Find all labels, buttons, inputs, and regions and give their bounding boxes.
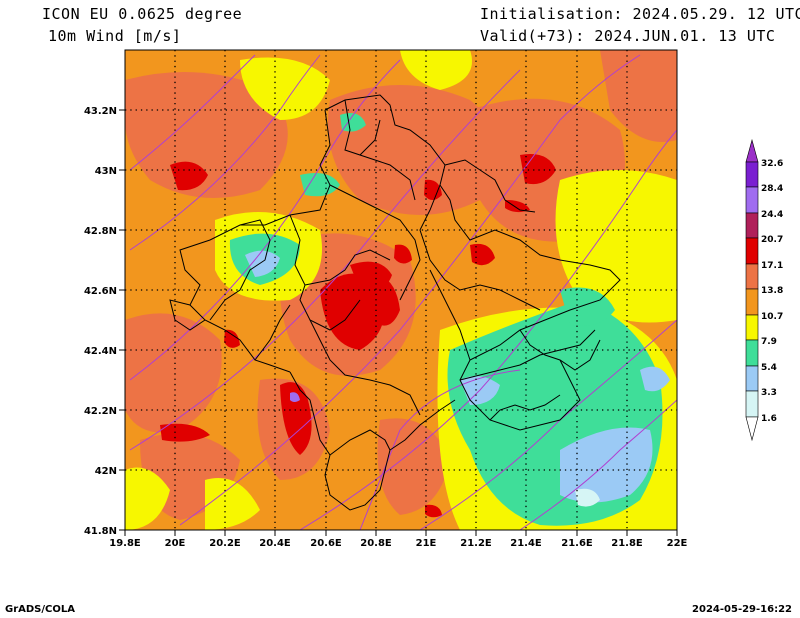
lat-label: 42.4N [84,346,117,357]
lon-label: 20.6E [310,538,342,549]
legend-label: 24.4 [761,210,783,220]
model-title: ICON EU 0.0625 degree [42,5,243,23]
lon-label: 20E [165,538,186,549]
legend-swatch [745,161,759,188]
legend-swatch [745,186,759,214]
init-time: Initialisation: 2024.05.29. 12 UTC [480,5,800,23]
lon-label: 21E [416,538,437,549]
lat-label: 41.8N [84,526,117,537]
lat-label: 42.2N [84,406,117,417]
legend-swatch [745,365,759,392]
border-lines [169,94,621,511]
lon-label: 21.6E [561,538,593,549]
legend-label: 1.6 [761,414,777,424]
legend-swatch [745,212,759,239]
legend-swatch [745,263,759,290]
lon-label: 21.4E [510,538,542,549]
variable-title: 10m Wind [m/s] [48,27,182,45]
lat-label: 43.2N [84,106,117,117]
legend-label: 7.9 [761,337,777,347]
legend-label: 32.6 [761,159,783,169]
legend-label: 3.3 [761,388,777,398]
legend-arrow-top [745,138,759,163]
footer-timestamp: 2024-05-29-16:22 [692,604,792,615]
legend-label: 13.8 [761,286,783,296]
lon-label: 22E [667,538,688,549]
legend-swatch [745,390,759,418]
legend-swatch [745,237,759,265]
legend-label: 17.1 [761,261,783,271]
legend-swatch [745,314,759,341]
legend-label: 5.4 [761,363,777,373]
color-legend [745,138,759,442]
legend-label: 20.7 [761,235,783,245]
lon-label: 21.2E [460,538,492,549]
axis-ticks [119,109,678,536]
footer-credit: GrADS/COLA [5,604,75,615]
lon-label: 20.2E [209,538,241,549]
lat-label: 43N [95,166,117,177]
lat-label: 42.8N [84,226,117,237]
legend-swatch [745,288,759,316]
lon-label: 20.4E [259,538,291,549]
lat-label: 42N [95,466,117,477]
lon-label: 21.8E [611,538,643,549]
valid-time: Valid(+73): 2024.JUN.01. 13 UTC [480,27,776,45]
legend-label: 10.7 [761,312,783,322]
lon-label: 19.8E [109,538,141,549]
lat-label: 42.6N [84,286,117,297]
legend-arrow-bottom [745,416,759,442]
lon-label: 20.8E [360,538,392,549]
legend-label: 28.4 [761,184,783,194]
graticule [125,50,677,530]
legend-swatch [745,339,759,367]
